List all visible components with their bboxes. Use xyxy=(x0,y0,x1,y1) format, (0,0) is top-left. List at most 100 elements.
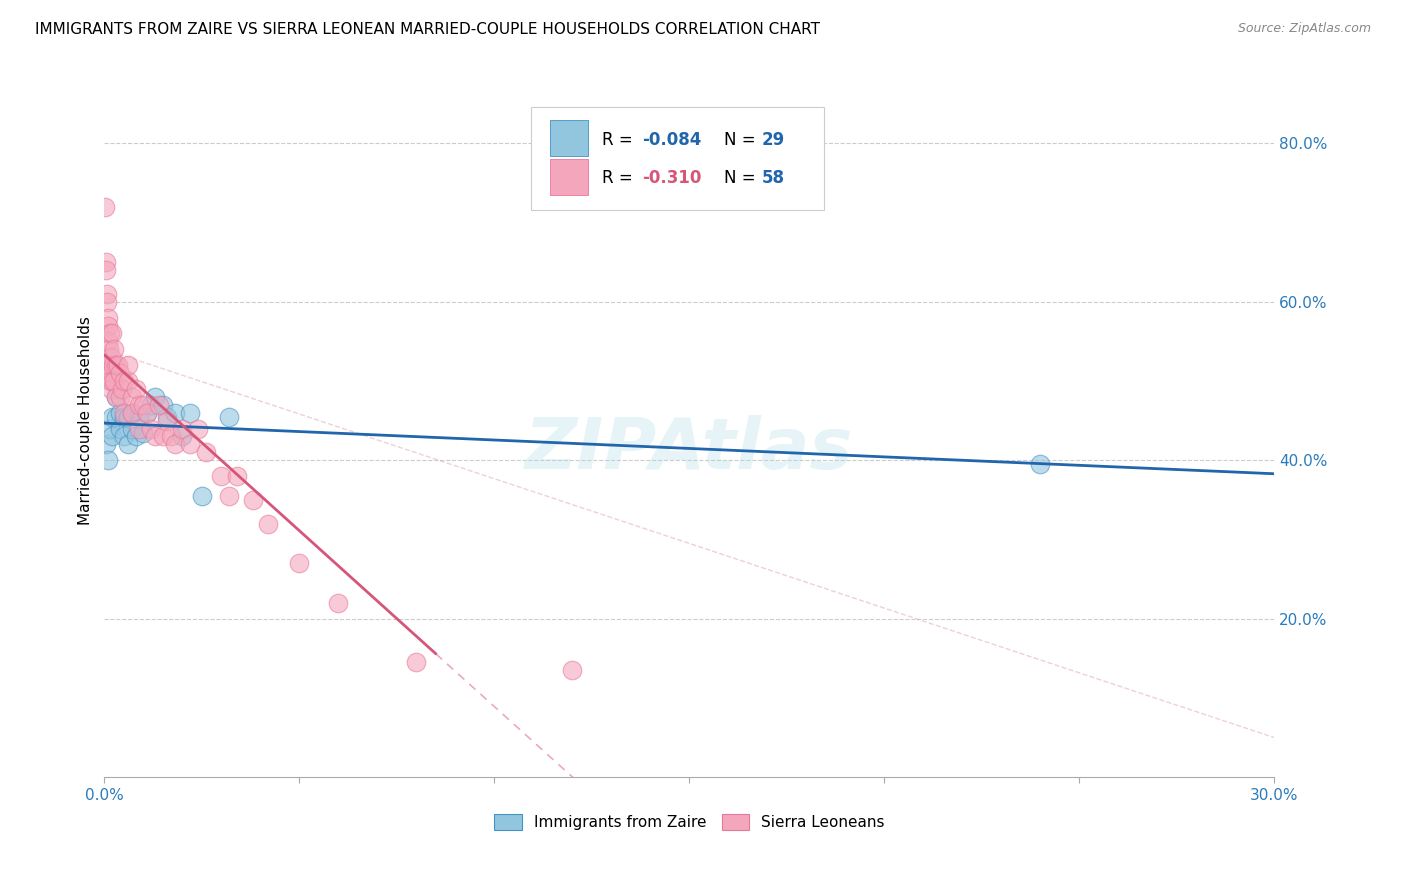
Point xyxy=(96,310,118,325)
Text: N =: N = xyxy=(724,169,762,187)
Point xyxy=(136,406,159,420)
Point xyxy=(172,421,194,435)
Point xyxy=(97,358,120,372)
Point xyxy=(218,409,240,424)
Point xyxy=(141,421,163,435)
Point xyxy=(101,409,124,424)
Point xyxy=(328,596,350,610)
Point xyxy=(96,294,118,309)
Point xyxy=(98,358,121,372)
Text: N =: N = xyxy=(724,131,762,149)
Point xyxy=(152,429,174,443)
Point xyxy=(112,374,135,388)
Text: IMMIGRANTS FROM ZAIRE VS SIERRA LEONEAN MARRIED-COUPLE HOUSEHOLDS CORRELATION CH: IMMIGRANTS FROM ZAIRE VS SIERRA LEONEAN … xyxy=(35,22,820,37)
Point xyxy=(132,425,155,440)
Point xyxy=(108,421,131,435)
Legend: Immigrants from Zaire, Sierra Leoneans: Immigrants from Zaire, Sierra Leoneans xyxy=(494,814,884,830)
Point xyxy=(100,350,122,364)
Y-axis label: Married-couple Households: Married-couple Households xyxy=(79,316,93,525)
Point xyxy=(128,421,150,435)
Text: 29: 29 xyxy=(762,131,785,149)
Point xyxy=(128,409,150,424)
Point xyxy=(112,429,135,443)
Point xyxy=(96,437,118,451)
Point xyxy=(98,343,121,357)
Point xyxy=(561,663,583,677)
Text: ZIPAtlas: ZIPAtlas xyxy=(524,415,853,483)
Text: Source: ZipAtlas.com: Source: ZipAtlas.com xyxy=(1237,22,1371,36)
Point xyxy=(132,398,155,412)
FancyBboxPatch shape xyxy=(550,159,588,194)
Point xyxy=(405,655,427,669)
Point xyxy=(100,366,122,380)
Point xyxy=(96,286,118,301)
Point xyxy=(187,421,209,435)
Point xyxy=(121,421,143,435)
Point xyxy=(100,382,122,396)
Point xyxy=(105,390,128,404)
Text: 58: 58 xyxy=(762,169,785,187)
Point xyxy=(121,406,143,420)
Point xyxy=(108,390,131,404)
Point xyxy=(96,263,118,277)
Point xyxy=(124,382,146,396)
Point xyxy=(143,390,166,404)
Point xyxy=(163,437,186,451)
Point xyxy=(218,489,240,503)
Point xyxy=(128,398,150,412)
Point xyxy=(226,469,249,483)
Point xyxy=(121,390,143,404)
Point xyxy=(107,358,129,372)
Point xyxy=(108,406,131,420)
Point xyxy=(98,326,121,341)
Point xyxy=(97,318,120,333)
Point xyxy=(97,334,120,349)
Point xyxy=(124,429,146,443)
Point xyxy=(257,516,280,531)
Point xyxy=(94,200,117,214)
Point xyxy=(101,358,124,372)
Point xyxy=(194,445,217,459)
Point xyxy=(111,382,134,396)
Point xyxy=(179,406,201,420)
Text: R =: R = xyxy=(602,131,638,149)
Point xyxy=(136,406,159,420)
Point xyxy=(156,409,179,424)
Point xyxy=(101,326,124,341)
Text: -0.084: -0.084 xyxy=(643,131,702,149)
Point xyxy=(141,398,163,412)
Point xyxy=(105,409,128,424)
Point xyxy=(288,556,311,570)
Point xyxy=(94,255,117,269)
Point xyxy=(105,358,128,372)
Point xyxy=(1029,457,1052,471)
Point xyxy=(242,492,264,507)
FancyBboxPatch shape xyxy=(550,120,588,156)
FancyBboxPatch shape xyxy=(531,107,824,211)
Point xyxy=(163,406,186,420)
Point xyxy=(179,437,201,451)
Point xyxy=(117,409,139,424)
Point xyxy=(159,429,181,443)
Point xyxy=(101,374,124,388)
Point xyxy=(152,398,174,412)
Point xyxy=(156,414,179,428)
Point xyxy=(103,343,125,357)
Point xyxy=(112,409,135,424)
Point xyxy=(97,453,120,467)
Point xyxy=(121,406,143,420)
Point xyxy=(98,374,121,388)
Point xyxy=(98,421,121,435)
Point xyxy=(117,437,139,451)
Point xyxy=(209,469,232,483)
Point xyxy=(108,366,131,380)
Point xyxy=(103,374,125,388)
Text: R =: R = xyxy=(602,169,638,187)
Point xyxy=(117,374,139,388)
Point xyxy=(148,398,170,412)
Point xyxy=(143,429,166,443)
Point xyxy=(101,429,124,443)
Point xyxy=(117,358,139,372)
Point xyxy=(191,489,214,503)
Text: -0.310: -0.310 xyxy=(643,169,702,187)
